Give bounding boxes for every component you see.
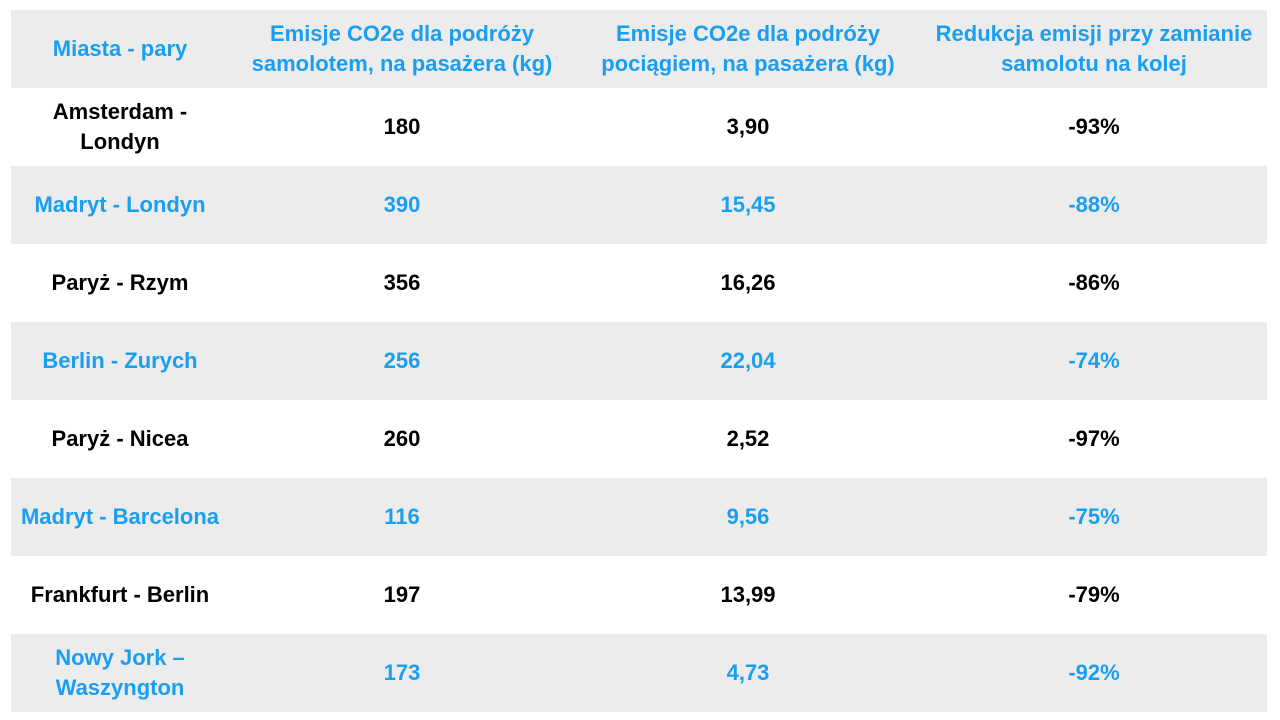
- header-city-pairs: Miasta - pary: [11, 10, 229, 88]
- table-row: Madryt - Londyn 390 15,45 -88%: [11, 166, 1267, 244]
- table-row: Frankfurt - Berlin 197 13,99 -79%: [11, 556, 1267, 634]
- cell-plane-emissions: 390: [229, 166, 575, 244]
- cell-plane-emissions: 197: [229, 556, 575, 634]
- header-row: Miasta - pary Emisje CO2e dla podróży sa…: [11, 10, 1267, 88]
- header-plane-emissions: Emisje CO2e dla podróży samolotem, na pa…: [229, 10, 575, 88]
- cell-plane-emissions: 260: [229, 400, 575, 478]
- cell-plane-emissions: 116: [229, 478, 575, 556]
- table-row: Nowy Jork – Waszyngton 173 4,73 -92%: [11, 634, 1267, 712]
- cell-city-pair: Frankfurt - Berlin: [11, 556, 229, 634]
- emissions-table: Miasta - pary Emisje CO2e dla podróży sa…: [11, 10, 1267, 712]
- table-row: Amsterdam - Londyn 180 3,90 -93%: [11, 88, 1267, 166]
- cell-emission-reduction: -74%: [921, 322, 1267, 400]
- cell-emission-reduction: -92%: [921, 634, 1267, 712]
- header-train-emissions: Emisje CO2e dla podróży pociągiem, na pa…: [575, 10, 921, 88]
- cell-train-emissions: 4,73: [575, 634, 921, 712]
- cell-city-pair: Paryż - Nicea: [11, 400, 229, 478]
- table-header: Miasta - pary Emisje CO2e dla podróży sa…: [11, 10, 1267, 88]
- cell-emission-reduction: -86%: [921, 244, 1267, 322]
- header-emission-reduction: Redukcja emisji przy zamianie samolotu n…: [921, 10, 1267, 88]
- table-row: Paryż - Rzym 356 16,26 -86%: [11, 244, 1267, 322]
- cell-emission-reduction: -88%: [921, 166, 1267, 244]
- cell-plane-emissions: 256: [229, 322, 575, 400]
- cell-emission-reduction: -93%: [921, 88, 1267, 166]
- cell-city-pair: Nowy Jork – Waszyngton: [11, 634, 229, 712]
- cell-city-pair: Berlin - Zurych: [11, 322, 229, 400]
- table-row: Madryt - Barcelona 116 9,56 -75%: [11, 478, 1267, 556]
- cell-train-emissions: 3,90: [575, 88, 921, 166]
- cell-train-emissions: 16,26: [575, 244, 921, 322]
- cell-plane-emissions: 180: [229, 88, 575, 166]
- cell-emission-reduction: -75%: [921, 478, 1267, 556]
- cell-train-emissions: 9,56: [575, 478, 921, 556]
- cell-train-emissions: 13,99: [575, 556, 921, 634]
- cell-emission-reduction: -97%: [921, 400, 1267, 478]
- cell-emission-reduction: -79%: [921, 556, 1267, 634]
- table-row: Paryż - Nicea 260 2,52 -97%: [11, 400, 1267, 478]
- cell-train-emissions: 22,04: [575, 322, 921, 400]
- emissions-table-container: Miasta - pary Emisje CO2e dla podróży sa…: [11, 10, 1267, 712]
- cell-city-pair: Paryż - Rzym: [11, 244, 229, 322]
- cell-city-pair: Madryt - Londyn: [11, 166, 229, 244]
- cell-plane-emissions: 356: [229, 244, 575, 322]
- cell-train-emissions: 2,52: [575, 400, 921, 478]
- cell-city-pair: Madryt - Barcelona: [11, 478, 229, 556]
- cell-plane-emissions: 173: [229, 634, 575, 712]
- table-body: Amsterdam - Londyn 180 3,90 -93% Madryt - Lo…: [11, 88, 1267, 712]
- table-row: Berlin - Zurych 256 22,04 -74%: [11, 322, 1267, 400]
- cell-city-pair: Amsterdam - Londyn: [11, 88, 229, 166]
- cell-train-emissions: 15,45: [575, 166, 921, 244]
